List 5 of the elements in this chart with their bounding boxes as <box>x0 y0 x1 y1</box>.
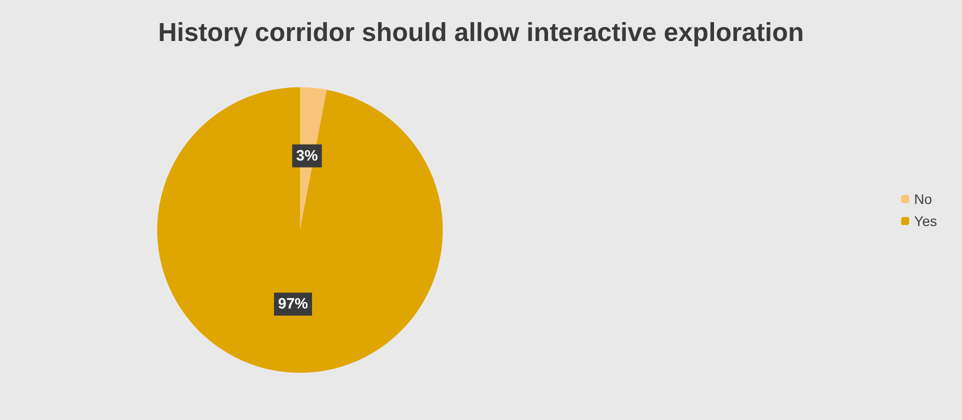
data-label: 3% <box>296 147 318 164</box>
chart-title: History corridor should allow interactive exploration <box>158 17 804 47</box>
legend-label: Yes <box>914 213 938 229</box>
data-label: 97% <box>278 296 308 313</box>
legend-label: No <box>914 191 932 207</box>
